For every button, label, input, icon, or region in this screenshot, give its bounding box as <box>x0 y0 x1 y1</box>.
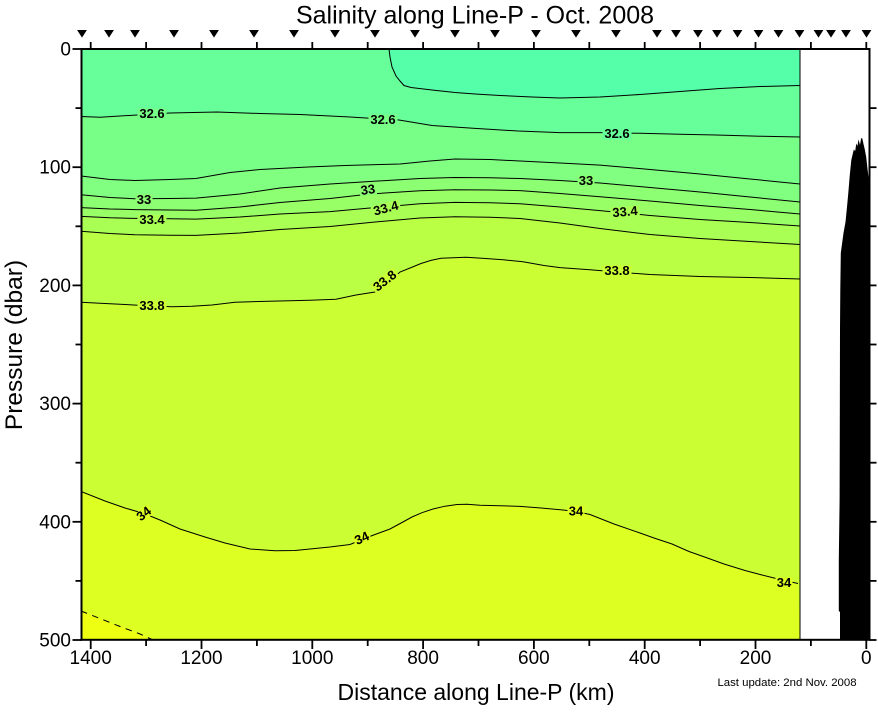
svg-text:Distance along Line-P (km): Distance along Line-P (km) <box>338 679 615 705</box>
svg-text:33.4: 33.4 <box>139 212 165 227</box>
svg-text:300: 300 <box>39 394 71 415</box>
svg-text:33.8: 33.8 <box>139 298 164 313</box>
svg-text:100: 100 <box>39 158 71 179</box>
svg-text:1200: 1200 <box>180 648 222 669</box>
svg-text:34: 34 <box>569 504 584 519</box>
svg-text:0: 0 <box>60 40 71 61</box>
svg-text:200: 200 <box>39 276 71 297</box>
svg-text:400: 400 <box>629 648 661 669</box>
svg-text:32.6: 32.6 <box>139 106 164 121</box>
svg-text:33: 33 <box>360 181 376 198</box>
svg-text:33: 33 <box>579 173 593 188</box>
svg-text:32.6: 32.6 <box>604 126 629 141</box>
svg-text:400: 400 <box>39 512 71 533</box>
svg-text:0: 0 <box>861 648 872 669</box>
svg-text:34: 34 <box>777 575 792 590</box>
svg-text:Last update: 2nd Nov. 2008: Last update: 2nd Nov. 2008 <box>717 677 856 689</box>
svg-text:Pressure (dbar): Pressure (dbar) <box>1 260 28 430</box>
svg-text:600: 600 <box>518 648 550 669</box>
svg-text:33.4: 33.4 <box>372 197 401 218</box>
svg-text:34: 34 <box>352 528 372 548</box>
svg-text:33.4: 33.4 <box>612 203 639 220</box>
svg-text:Salinity along Line-P - Oct. 2: Salinity along Line-P - Oct. 2008 <box>296 2 654 30</box>
svg-text:1400: 1400 <box>70 648 112 669</box>
svg-text:500: 500 <box>39 631 71 652</box>
svg-text:1000: 1000 <box>291 648 333 669</box>
svg-text:200: 200 <box>740 648 772 669</box>
svg-text:800: 800 <box>407 648 439 669</box>
svg-text:32.6: 32.6 <box>370 112 395 127</box>
svg-text:33.8: 33.8 <box>604 263 629 278</box>
svg-text:33: 33 <box>137 192 151 207</box>
